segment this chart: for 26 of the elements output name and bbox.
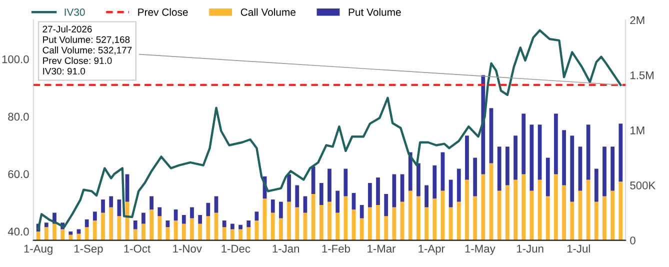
x-tick-label: 1-Jul xyxy=(567,244,590,253)
x-tick-label: 1-Sep xyxy=(74,244,103,255)
y-tick-label: 40.0 xyxy=(8,228,29,236)
y-tick-label: 80.0 xyxy=(8,112,29,121)
y2-tick-label: 2M xyxy=(630,16,644,24)
y-tick-label: 60.0 xyxy=(8,170,29,178)
y2-tick-label: 0 xyxy=(630,236,636,244)
x-tick-label: 1-Nov xyxy=(173,244,202,253)
x-tick-label: 1-Oct xyxy=(124,244,150,253)
x-tick-label: 1-Aug xyxy=(24,244,52,255)
x-tick-label: 1-Jun xyxy=(517,244,544,253)
x-tick-label: 1-Apr xyxy=(418,244,445,255)
legend-label: Call Volume xyxy=(240,8,296,16)
legend-label: Put Volume xyxy=(348,8,401,16)
x-tick-label: 1-Jan xyxy=(272,244,299,253)
y2-tick-label: 1.5M xyxy=(630,71,654,80)
y2-tick-label: 500K xyxy=(630,182,656,190)
text: IV30 xyxy=(64,8,85,16)
annotation: 27-Jul-2026 Put Volume: 527,168 Call Volume: 532,177 Prev Close: 91.0 IV30: 91.0 xyxy=(42,26,132,75)
x-tick-label: 1-Feb xyxy=(322,244,350,253)
x-tick-label: 1-May xyxy=(465,244,496,255)
x-tick-label: 1-Dec xyxy=(222,244,250,253)
y2-tick-label: 1M xyxy=(630,126,644,134)
x-tick-label: 1-Mar xyxy=(368,244,396,253)
y-tick-label: 100.0 xyxy=(2,55,29,64)
legend-label: Prev Close xyxy=(138,8,188,16)
